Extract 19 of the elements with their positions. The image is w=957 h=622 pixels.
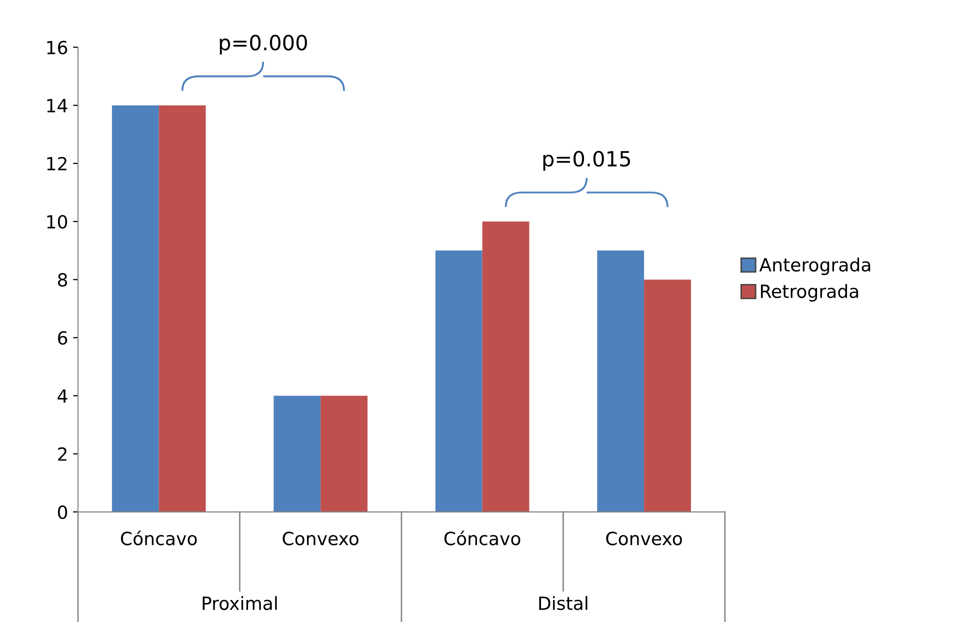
legend-label: Retrograda [761,284,858,302]
y-tick-label: 14 [47,99,68,112]
x-tick-label: Cóncavo [120,530,197,546]
text: Proximal [202,596,277,610]
y-tick-label: 12 [47,156,66,170]
y-tick-label: 8 [58,273,68,287]
y-tick-label: 2 [58,447,66,461]
y-tick-label: 10 [47,214,68,229]
x-tick-label: Convexo [282,532,358,546]
y-tick-label: 16 [47,40,68,54]
annotation: p=0.015 [543,150,630,171]
y-tick-label: 4 [58,389,68,403]
text: Distal [539,596,588,610]
y-tick-label: 6 [58,331,68,345]
legend-label: Anterograda [759,258,870,276]
annotation: p=0.000 [220,34,307,55]
x-tick-label: Cóncavo [444,530,520,546]
x-tick-label: Convexo [606,532,682,546]
y-tick-label: 0 [58,505,68,520]
